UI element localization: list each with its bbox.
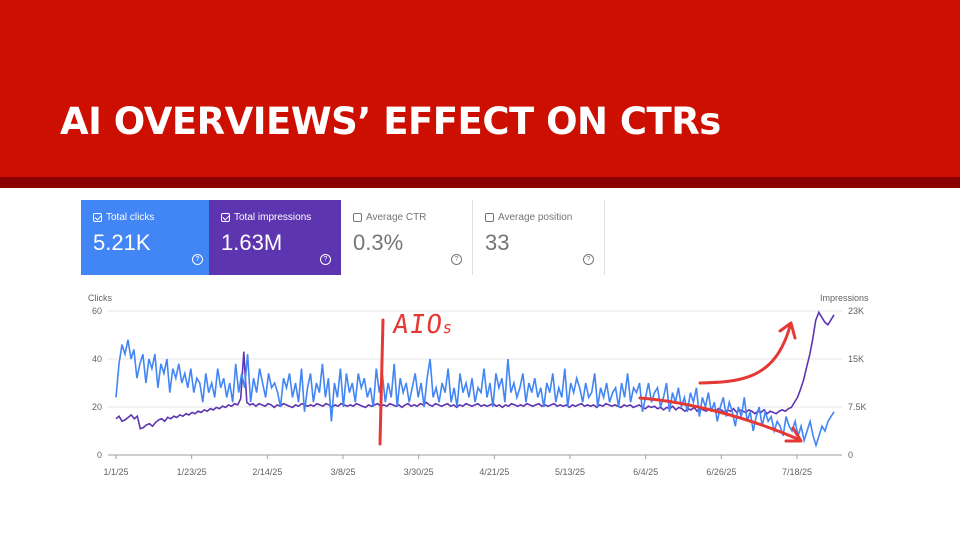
checkbox-unchecked-icon[interactable] [353, 213, 362, 222]
right-tick-label: 7.5K [848, 402, 867, 412]
x-tick-label: 3/30/25 [404, 467, 434, 477]
annotation-marks [378, 318, 803, 446]
series-line-clicks [115, 339, 835, 449]
metric-card-total-impressions[interactable]: Total impressions 1.63M ? [209, 200, 341, 275]
metric-value: 33 [485, 230, 510, 255]
metric-value: 1.63M [221, 230, 283, 255]
metric-label: Average CTR [366, 212, 427, 223]
aio-launch-marker [378, 318, 385, 446]
metric-card-average-position[interactable]: Average position 33 ? [473, 200, 605, 275]
metric-card-average-ctr[interactable]: Average CTR 0.3% ? [341, 200, 473, 275]
x-tick-label: 4/21/25 [479, 467, 509, 477]
checkbox-unchecked-icon[interactable] [485, 213, 494, 222]
left-tick-label: 20 [92, 402, 102, 412]
arrowhead-down-icon [784, 426, 803, 443]
metric-value: 5.21K [93, 230, 151, 255]
title-banner [0, 0, 960, 177]
x-tick-label: 5/13/25 [555, 467, 585, 477]
slide-title: AI OVERVIEWS’ EFFECT ON CTRs [60, 100, 721, 143]
clicks-down-arrow [638, 396, 802, 442]
help-icon[interactable]: ? [192, 254, 203, 265]
right-tick-label: 23K [848, 306, 864, 316]
metric-value: 0.3% [353, 230, 404, 255]
x-tick-label: 1/1/25 [103, 467, 128, 477]
x-tick-label: 1/23/25 [177, 467, 207, 477]
aio-annotation: AIOs [391, 310, 456, 340]
series-line-impressions [115, 310, 835, 430]
x-tick-label: 3/8/25 [330, 467, 355, 477]
metric-label: Average position [498, 212, 573, 223]
metric-cards: Total clicks 5.21K ? Total impressions 1… [81, 200, 605, 275]
left-axis-label: Clicks [88, 293, 112, 303]
help-icon[interactable]: ? [320, 254, 331, 265]
x-tick-label: 6/26/25 [706, 467, 736, 477]
left-tick-label: 40 [92, 354, 102, 364]
help-icon[interactable]: ? [451, 254, 462, 265]
impressions-up-arrow [698, 324, 792, 385]
left-tick-label: 60 [92, 306, 102, 316]
x-tick-label: 2/14/25 [252, 467, 282, 477]
metric-label: Total impressions [234, 212, 312, 223]
checkbox-checked-icon[interactable] [93, 213, 102, 222]
right-axis-label: Impressions [820, 293, 869, 303]
axis-ticks: 0 0 20 7.5K 40 15K 60 23K 1/1/25 1/23/25 2/14/25 3/… [92, 306, 867, 477]
right-tick-label: 0 [848, 450, 853, 460]
left-tick-label: 0 [97, 450, 102, 460]
checkbox-checked-icon[interactable] [221, 213, 230, 222]
gridlines [108, 310, 842, 456]
metric-card-total-clicks[interactable]: Total clicks 5.21K ? [81, 200, 213, 275]
annotation-text: AIO [390, 310, 446, 340]
banner-shadow [0, 177, 960, 188]
help-icon[interactable]: ? [583, 254, 594, 265]
arrowhead-up-icon [778, 321, 797, 340]
right-tick-label: 15K [848, 354, 864, 364]
x-tick-label: 6/4/25 [633, 467, 658, 477]
metric-label: Total clicks [106, 212, 155, 223]
x-tick-label: 7/18/25 [782, 467, 812, 477]
